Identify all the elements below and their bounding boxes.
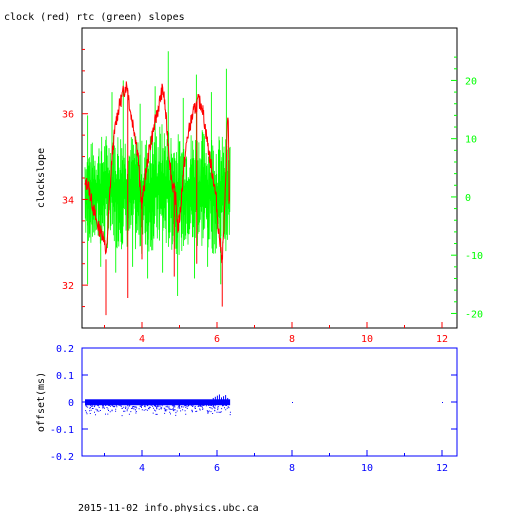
footer-credit: 2015-11-02 info.physics.ubc.ca: [78, 503, 259, 512]
clock-series-line: [84, 81, 230, 264]
slope-x-tick-label: 10: [361, 334, 373, 345]
offset-series-layer: [85, 394, 443, 417]
slope-right-tick-label: -10: [465, 251, 483, 262]
offset-scatter-points: [85, 404, 231, 417]
offset-x-tick-label: 12: [436, 463, 448, 474]
offset-y-tick-label: 0.2: [56, 344, 74, 355]
slope-left-tick-label: 32: [62, 281, 74, 292]
slope-left-tick-label: 36: [62, 110, 74, 121]
slope-right-tick-label: 20: [465, 76, 477, 87]
offset-band: [85, 399, 231, 406]
offset-x-tick-label: 8: [289, 463, 295, 474]
slope-series-layer: [84, 51, 231, 316]
slope-chart: 4 6 8 10 12 32 34 36 -20 -10 0 10 20 clockslope: [36, 27, 483, 345]
offset-x-tick-label: 4: [139, 463, 145, 474]
rtc-series-line: [84, 124, 231, 255]
slope-x-tick-label: 6: [214, 334, 220, 345]
slope-right-tick-label: 10: [465, 135, 477, 146]
slope-right-tick-label: 0: [465, 193, 471, 204]
offset-axis-ticks: 4 6 8 10 12 -0.2 -0.1 0 0.1 0.2: [50, 344, 457, 474]
slope-x-tick-label: 12: [436, 334, 448, 345]
slope-y-axis-label: clockslope: [36, 148, 47, 208]
offset-y-tick-label: -0.2: [50, 452, 74, 463]
offset-x-tick-label: 10: [361, 463, 373, 474]
offset-chart: 4 6 8 10 12 -0.2 -0.1 0 0.1 0.2 offset(ms): [36, 344, 458, 474]
offset-outlier-point: [292, 402, 293, 403]
slope-right-tick-label: -20: [465, 309, 483, 320]
slope-left-tick-label: 34: [62, 195, 74, 206]
offset-y-tick-label: -0.1: [50, 425, 74, 436]
slope-axis-ticks: 4 6 8 10 12 32 34 36 -20 -10 0 10 20: [62, 48, 483, 345]
chart-title: clock (red) rtc (green) slopes: [4, 12, 185, 23]
offset-y-tick-label: 0: [68, 398, 74, 409]
slope-x-tick-label: 8: [289, 334, 295, 345]
offset-y-tick-label: 0.1: [56, 371, 74, 382]
slope-x-tick-label: 4: [139, 334, 145, 345]
offset-outlier-point: [442, 402, 443, 403]
offset-y-axis-label: offset(ms): [36, 372, 47, 432]
offset-x-tick-label: 6: [214, 463, 220, 474]
